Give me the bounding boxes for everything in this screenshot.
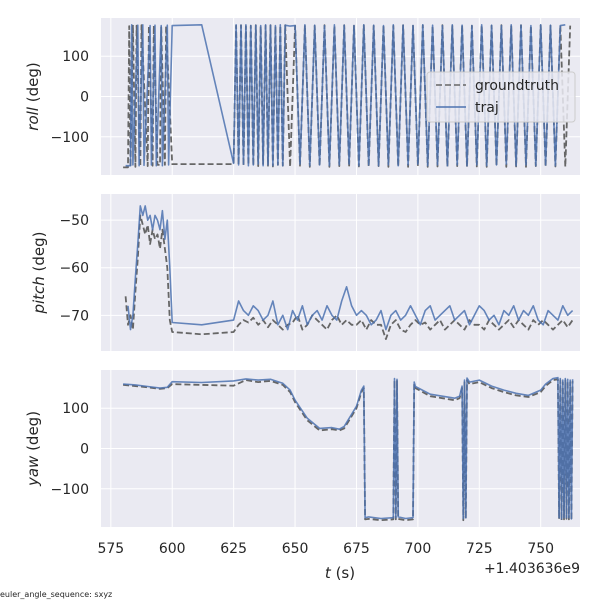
pitch-y-ticks: −50 −60 −70 — [59, 213, 89, 324]
roll-y-ticks: 100 0 −100 — [51, 49, 89, 146]
pitch-panel: −50 −60 −70 pitch (deg) — [30, 194, 580, 351]
legend-traj-label: traj — [475, 100, 499, 116]
roll-y-tick-label: 100 — [62, 49, 89, 65]
yaw-y-tick-label: 100 — [62, 401, 89, 417]
pitch-y-tick-label: −60 — [59, 261, 89, 277]
yaw-y-axis-label: yaw (deg) — [24, 411, 42, 487]
x-offset-label: +1.403636e9 — [484, 561, 580, 577]
x-axis-unit: (s) — [336, 564, 356, 582]
roll-y-axis-label: roll (deg) — [24, 62, 42, 130]
yaw-grid — [101, 370, 580, 527]
pitch-y-axis-unit: (deg) — [30, 231, 48, 271]
x-tick-label: 650 — [282, 541, 309, 557]
pitch-y-tick-label: −70 — [59, 308, 89, 324]
yaw-y-tick-label: −100 — [51, 482, 89, 498]
roll-panel: 100 0 −100 roll (deg) groundtruth traj — [24, 18, 580, 175]
pitch-groundtruth-line — [124, 214, 574, 340]
pitch-y-axis-label: pitch (deg) — [30, 231, 48, 314]
x-tick-label: 675 — [343, 541, 370, 557]
legend-groundtruth-label: groundtruth — [475, 78, 559, 94]
roll-y-tick-label: 0 — [80, 90, 89, 106]
x-tick-label: 575 — [97, 541, 124, 557]
yaw-y-ticks: 100 0 −100 — [51, 401, 89, 498]
pitch-traj-line — [127, 205, 574, 331]
roll-y-tick-label: −100 — [51, 130, 89, 146]
pitch-plot-area — [101, 194, 580, 351]
roll-traj-line — [125, 24, 566, 167]
x-tick-label: 600 — [159, 541, 186, 557]
yaw-panel: 100 0 −100 yaw (deg) — [24, 370, 580, 527]
x-tick-label: 750 — [527, 541, 554, 557]
yaw-y-axis-unit: (deg) — [24, 411, 42, 451]
x-ticks: 575 600 625 650 675 700 725 750 — [97, 541, 554, 557]
x-tick-label: 725 — [466, 541, 493, 557]
yaw-traj-line — [123, 376, 574, 520]
yaw-series — [123, 376, 574, 522]
x-axis-label: t (s) — [325, 564, 355, 582]
x-axis-var: t — [325, 564, 332, 582]
yaw-y-tick-label: 0 — [80, 442, 89, 458]
pitch-y-tick-label: −50 — [59, 213, 89, 229]
pitch-grid — [101, 194, 580, 351]
x-tick-label: 700 — [405, 541, 432, 557]
legend: groundtruth traj — [426, 71, 576, 123]
pitch-y-axis-var: pitch — [30, 276, 48, 314]
roll-y-axis-var: roll — [24, 106, 42, 131]
footnote: euler_angle_sequence: sxyz — [0, 590, 112, 599]
roll-y-axis-unit: (deg) — [24, 62, 42, 102]
yaw-y-axis-var: yaw — [24, 455, 42, 487]
pitch-series — [124, 205, 574, 340]
x-tick-label: 625 — [220, 541, 247, 557]
